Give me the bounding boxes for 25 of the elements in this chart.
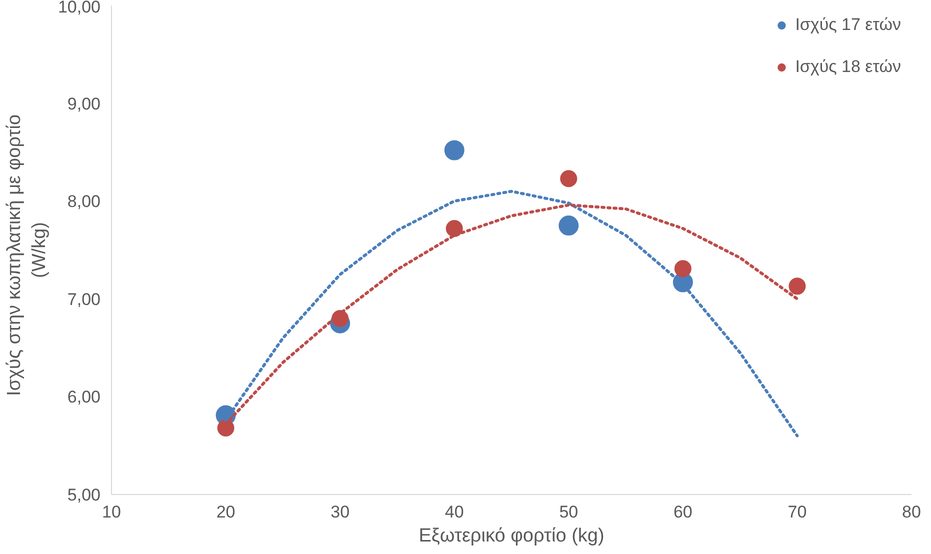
y-tick-label: 7,00: [67, 290, 101, 309]
point: [788, 278, 806, 295]
y-tick-label: 10,00: [58, 0, 101, 16]
y-tick-label: 6,00: [67, 388, 101, 407]
point: [558, 216, 579, 236]
x-tick-label: 30: [330, 502, 350, 522]
x-tick-label: 40: [444, 502, 464, 522]
x-tick-label: 10: [102, 502, 121, 522]
point: [217, 420, 234, 436]
point: [446, 220, 463, 237]
y-axis-title: Ισχύς στην κωπηλατική με φορτίο (W/kg): [4, 114, 50, 396]
y-tick-label: 5,00: [67, 486, 101, 504]
point: [560, 170, 578, 188]
legend-label: Ισχύς 17 ετών: [795, 15, 901, 35]
point: [444, 140, 464, 160]
x-tick-label: 50: [559, 502, 578, 522]
x-tick-label: 80: [902, 502, 921, 522]
point: [674, 260, 692, 278]
x-tick-label: 60: [673, 502, 692, 522]
x-axis-title: Εξωτερικό φορτίο (kg): [418, 526, 604, 546]
legend-label: Ισχύς 18 ετών: [795, 57, 901, 77]
y-tick-label: 9,00: [67, 94, 101, 114]
x-tick-label: 20: [216, 502, 236, 522]
x-tick-label: 70: [788, 502, 807, 522]
y-tick-label: 8,00: [67, 192, 101, 212]
